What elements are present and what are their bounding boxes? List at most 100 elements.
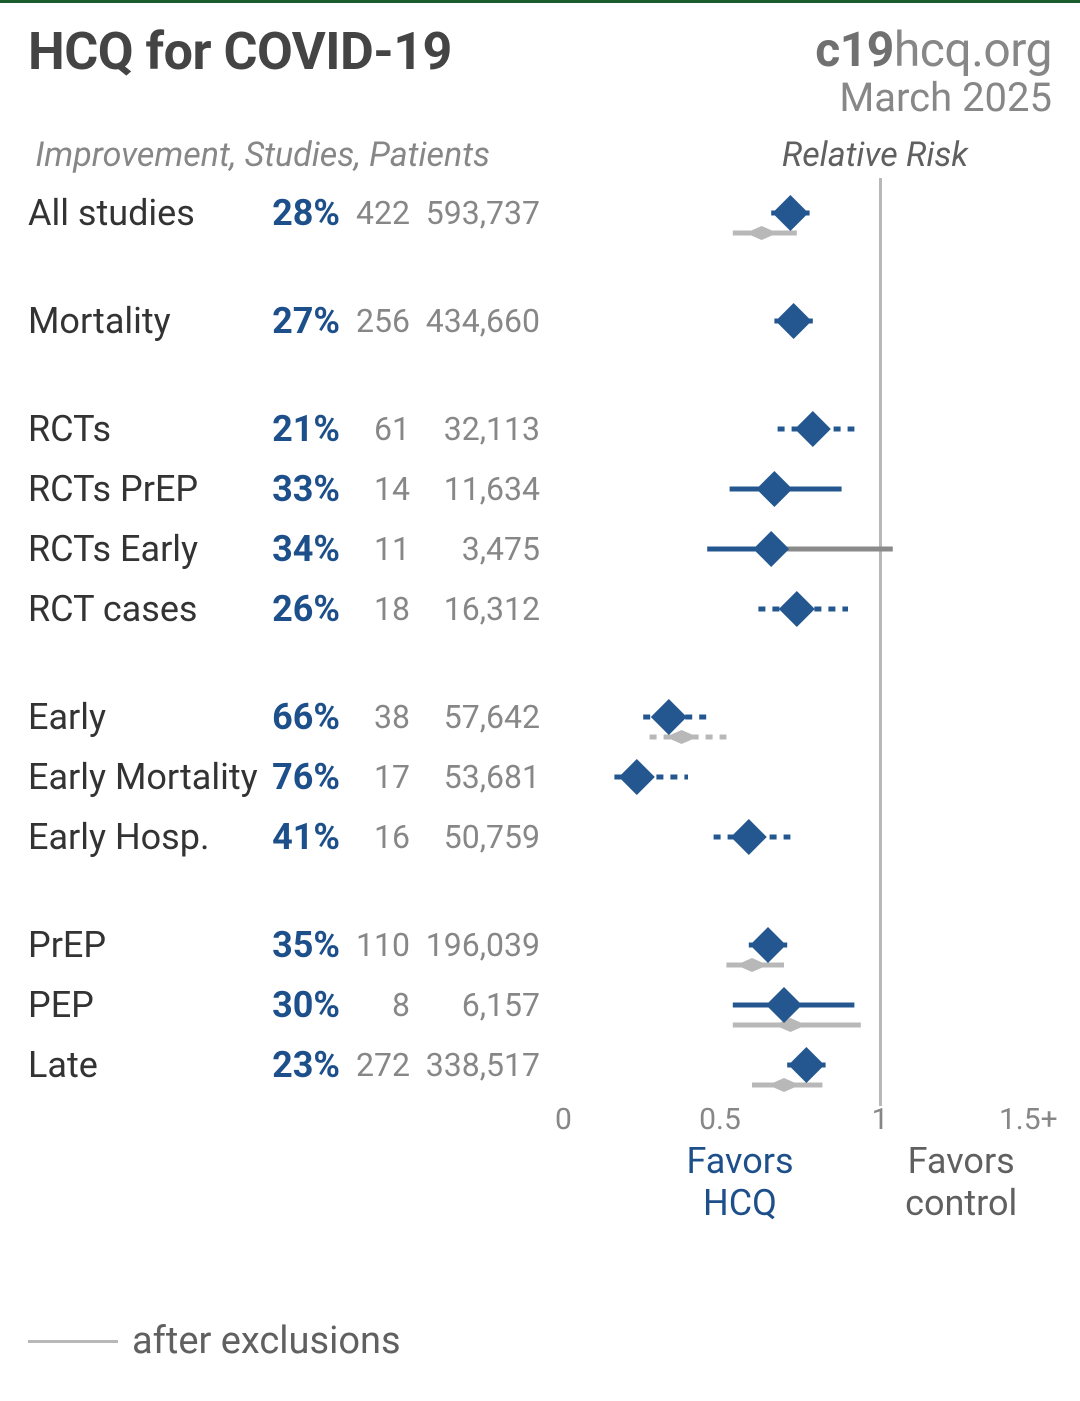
row-plot <box>560 291 1040 351</box>
row-plot <box>560 459 1040 519</box>
source-url-bold: c19 <box>815 21 894 78</box>
row-label: RCT cases <box>0 588 236 630</box>
forest-row: RCTs21%6132,113 <box>0 399 1080 459</box>
axis-tick-label: 1.5+ <box>999 1102 1058 1137</box>
row-studies-count: 14 <box>340 470 410 508</box>
row-plot <box>560 183 1040 243</box>
header: HCQ for COVID-19 c19hcq.org March 2025 <box>0 3 1080 121</box>
forest-marker-svg <box>560 399 1040 459</box>
row-patients-count: 593,737 <box>410 194 540 232</box>
favors-hcq-label: Favors HCQ <box>650 1140 830 1224</box>
source-url: c19hcq.org <box>815 21 1052 78</box>
forest-marker-svg <box>560 183 1040 243</box>
row-improvement-pct: 66% <box>236 696 340 738</box>
row-plot <box>560 807 1040 867</box>
forest-marker-svg <box>560 291 1040 351</box>
favors-ctrl-line2: control <box>871 1182 1051 1224</box>
row-improvement-pct: 34% <box>236 528 340 570</box>
row-studies-count: 11 <box>340 530 410 568</box>
row-label: RCTs PrEP <box>0 468 236 510</box>
row-patients-count: 53,681 <box>410 758 540 796</box>
row-improvement-pct: 35% <box>236 924 340 966</box>
source-url-rest: hcq.org <box>894 21 1052 78</box>
row-studies-count: 16 <box>340 818 410 856</box>
axis-tick-label: 0 <box>555 1102 572 1137</box>
forest-marker-svg <box>560 807 1040 867</box>
footer-legend: after exclusions <box>28 1319 401 1363</box>
forest-row: Early Mortality76%1753,681 <box>0 747 1080 807</box>
axis-tick-label: 0.5 <box>699 1102 741 1137</box>
row-improvement-pct: 33% <box>236 468 340 510</box>
forest-marker-svg <box>560 915 1040 975</box>
exclusions-line-icon <box>28 1340 118 1343</box>
row-studies-count: 61 <box>340 410 410 448</box>
row-plot <box>560 579 1040 639</box>
forest-marker-svg <box>560 519 1040 579</box>
row-patients-count: 6,157 <box>410 986 540 1024</box>
row-patients-count: 11,634 <box>410 470 540 508</box>
row-patients-count: 32,113 <box>410 410 540 448</box>
row-label: Early <box>0 696 236 738</box>
row-patients-count: 16,312 <box>410 590 540 628</box>
row-improvement-pct: 21% <box>236 408 340 450</box>
forest-row: Early66%3857,642 <box>0 687 1080 747</box>
forest-row: RCT cases26%1816,312 <box>0 579 1080 639</box>
forest-row: Mortality27%256434,660 <box>0 291 1080 351</box>
subheader-left: Improvement, Studies, Patients <box>0 135 540 175</box>
row-label: PrEP <box>0 924 236 966</box>
forest-row: RCTs PrEP33%1411,634 <box>0 459 1080 519</box>
forest-row: PEP30%86,157 <box>0 975 1080 1035</box>
forest-marker-svg <box>560 747 1040 807</box>
forest-marker-svg <box>560 1035 1040 1095</box>
row-patients-count: 196,039 <box>410 926 540 964</box>
favors-hcq-line1: Favors <box>650 1140 830 1182</box>
forest-marker-svg <box>560 579 1040 639</box>
row-studies-count: 110 <box>340 926 410 964</box>
row-label: Late <box>0 1044 236 1086</box>
subheader: Improvement, Studies, Patients Relative … <box>0 121 1080 175</box>
forest-marker-svg <box>560 975 1040 1035</box>
row-plot <box>560 1035 1040 1095</box>
row-improvement-pct: 23% <box>236 1044 340 1086</box>
source-date: March 2025 <box>815 74 1052 121</box>
row-patients-count: 57,642 <box>410 698 540 736</box>
row-plot <box>560 915 1040 975</box>
row-label: Early Mortality <box>0 756 236 798</box>
row-improvement-pct: 28% <box>236 192 340 234</box>
row-label: RCTs <box>0 408 236 450</box>
row-label: Early Hosp. <box>0 816 236 858</box>
favors-hcq-line2: HCQ <box>650 1182 830 1224</box>
axis-tick-label: 1 <box>872 1102 889 1137</box>
row-patients-count: 338,517 <box>410 1046 540 1084</box>
row-plot <box>560 519 1040 579</box>
forest-plot-rows: All studies28%422593,737 Mortality27%2564… <box>0 175 1080 1095</box>
row-studies-count: 17 <box>340 758 410 796</box>
row-patients-count: 3,475 <box>410 530 540 568</box>
source-block: c19hcq.org March 2025 <box>815 21 1052 121</box>
row-patients-count: 434,660 <box>410 302 540 340</box>
favors-control-label: Favors control <box>871 1140 1051 1224</box>
forest-marker-svg <box>560 459 1040 519</box>
row-studies-count: 38 <box>340 698 410 736</box>
subheader-right: Relative Risk <box>540 135 1080 175</box>
row-improvement-pct: 26% <box>236 588 340 630</box>
forest-row: All studies28%422593,737 <box>0 183 1080 243</box>
forest-row: PrEP35%110196,039 <box>0 915 1080 975</box>
row-improvement-pct: 30% <box>236 984 340 1026</box>
row-plot <box>560 687 1040 747</box>
favors-ctrl-line1: Favors <box>871 1140 1051 1182</box>
row-plot <box>560 975 1040 1035</box>
forest-row: Late23%272338,517 <box>0 1035 1080 1095</box>
row-label: Mortality <box>0 300 236 342</box>
row-plot <box>560 747 1040 807</box>
row-studies-count: 272 <box>340 1046 410 1084</box>
row-improvement-pct: 27% <box>236 300 340 342</box>
row-label: All studies <box>0 192 236 234</box>
row-studies-count: 8 <box>340 986 410 1024</box>
row-studies-count: 18 <box>340 590 410 628</box>
forest-marker-svg <box>560 687 1040 747</box>
row-label: PEP <box>0 984 236 1026</box>
row-patients-count: 50,759 <box>410 818 540 856</box>
row-improvement-pct: 76% <box>236 756 340 798</box>
forest-row: Early Hosp.41%1650,759 <box>0 807 1080 867</box>
